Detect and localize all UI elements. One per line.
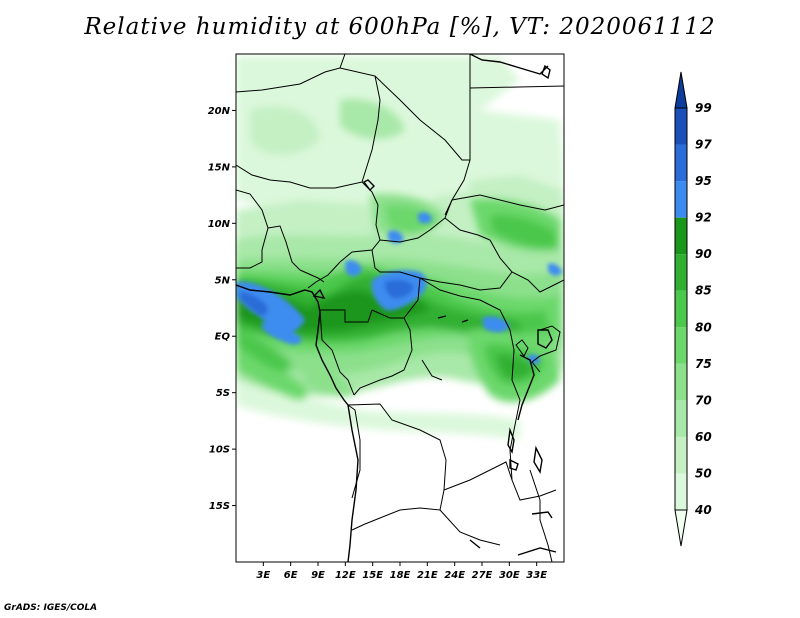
colorbar-bin [675,144,687,182]
lat-tick-label: 15S [209,501,230,512]
colorbar-bin [675,436,687,474]
colorbar-label: 70 [695,393,712,407]
country-borders [236,54,564,562]
lon-tick-label: 24E [444,570,465,581]
colorbar-label: 75 [695,357,712,371]
colorbar-label: 40 [694,503,712,517]
colorbar-label: 90 [695,247,712,261]
colorbar-bin [675,217,687,255]
lon-tick-label: 9E [311,570,325,581]
lat-tick-label: 10N [208,219,231,230]
colorbar-label: 97 [695,138,712,152]
lon-tick-label: 12E [335,570,356,581]
colorbar-label: 92 [695,211,712,225]
colorbar-label: 95 [695,174,712,188]
latitude-axis: 20N 15N 10N 5N EQ 5S 10S 15S [208,106,236,512]
coastlines [236,54,557,562]
colorbar-bin [675,290,687,328]
colorbar-frame [674,107,688,511]
colorbar-bin [674,71,688,109]
lat-tick-label: 20N [208,106,231,117]
colorbar-bin [675,327,687,364]
map-title: Relative humidity at 600hPa [%], VT: 202… [84,14,716,40]
longitude-axis: 3E 6E 9E 12E 15E 18E 21E 24E 27E 30E 33E [256,562,547,581]
lon-tick-label: 33E [526,570,547,581]
colorbar-bin [675,181,687,218]
colorbar-label: 99 [695,101,712,115]
lat-tick-label: 10S [209,445,230,456]
lon-tick-label: 18E [390,570,411,581]
lat-tick-label: 5N [215,275,231,286]
lon-tick-label: 30E [499,570,520,581]
lon-tick-label: 15E [362,570,383,581]
colorbar-bin [674,509,688,547]
colorbar-bin [675,108,687,145]
lat-tick-label: 5S [216,388,230,399]
colorbar-label: 60 [695,430,712,444]
colorbar-bin [675,363,687,401]
colorbar-label: 50 [695,466,712,480]
lat-tick-label: 15N [208,162,231,173]
credit-label: GrADS: IGES/COLA [4,603,98,613]
colorbar-bin [675,473,687,510]
lon-tick-label: 3E [256,570,270,581]
lon-tick-label: 21E [417,570,438,581]
colorbar: 40 50 60 70 75 80 85 90 92 95 97 99 [674,71,712,547]
colorbar-bin [675,254,687,291]
colorbar-label: 80 [695,320,712,334]
lat-tick-label: EQ [215,332,231,343]
colorbar-label: 85 [695,284,712,298]
colorbar-bin [675,400,687,437]
humidity-field [236,54,564,562]
lon-tick-label: 6E [284,570,298,581]
lon-tick-label: 27E [472,570,493,581]
